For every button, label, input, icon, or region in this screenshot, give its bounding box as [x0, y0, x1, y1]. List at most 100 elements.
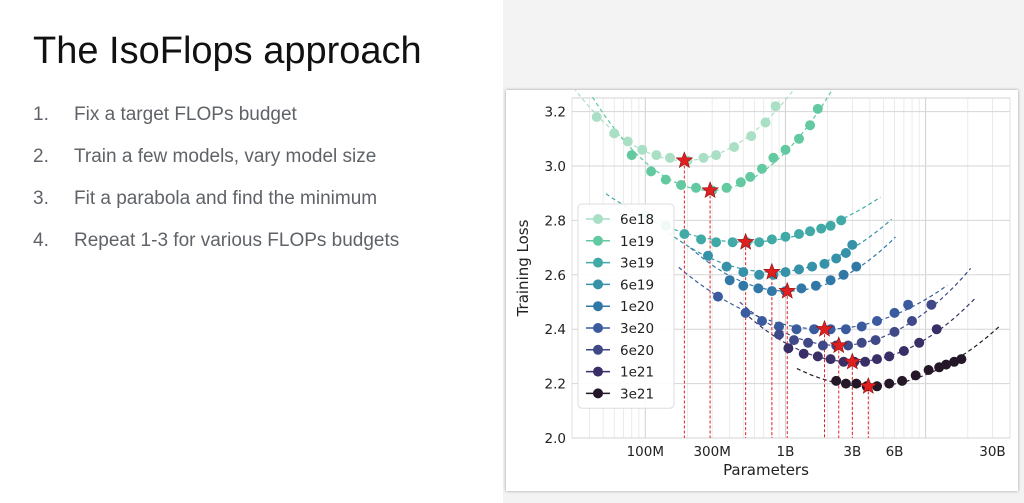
- data-point-6e18: [591, 112, 602, 122]
- data-point-1e20: [851, 261, 862, 272]
- chart-card: 2.0 2.2 2.4 2.6 2.8 3.0 3.2 100M 300M 1B 3B 6B 30B 6…: [506, 44, 1018, 491]
- step-number: 2.: [33, 146, 49, 167]
- data-point-6e18: [760, 117, 771, 128]
- y-tick-label: 2.2: [545, 377, 566, 393]
- legend-label-3e20: 3e20: [620, 321, 654, 337]
- data-point-1e21: [898, 346, 909, 356]
- legend-label-6e19: 6e19: [620, 277, 654, 293]
- data-point-1e19: [757, 163, 767, 174]
- data-point-1e21: [872, 354, 882, 365]
- data-point-3e19: [696, 234, 707, 245]
- data-point-6e19: [819, 258, 830, 269]
- data-point-3e21: [956, 354, 967, 365]
- data-point-6e18: [609, 128, 620, 139]
- step-text: Fix a target FLOPs budget: [74, 104, 297, 125]
- step-number: 3.: [33, 188, 49, 209]
- data-point-1e19: [626, 150, 637, 161]
- data-point-6e20: [889, 326, 900, 337]
- isoflops-chart: 2.0 2.2 2.4 2.6 2.8 3.0 3.2 100M 300M 1B 3B 6B 30B 6…: [514, 44, 1011, 479]
- legend-marker-1e20: [593, 301, 603, 312]
- data-point-6e20: [843, 340, 854, 351]
- optimum-star-3e21: [859, 376, 878, 394]
- step-text: Repeat 1-3 for various FLOPs budgets: [74, 230, 400, 251]
- legend-box: [577, 203, 675, 409]
- data-point-1e19: [812, 103, 823, 114]
- y-tick-label: 2.4: [545, 322, 566, 338]
- slide-title: The IsoFlops approach: [33, 30, 422, 72]
- data-point-1e20: [796, 283, 807, 294]
- step-text: Train a few models, vary model size: [74, 146, 377, 167]
- data-point-6e18: [698, 152, 709, 163]
- legend-label-3e19: 3e19: [620, 256, 654, 272]
- legend-label-1e20: 1e20: [620, 299, 654, 315]
- data-point-3e19: [711, 237, 722, 248]
- data-point-6e19: [831, 253, 842, 264]
- data-point-6e19: [794, 264, 804, 275]
- data-point-1e19: [660, 174, 671, 185]
- data-point-1e19: [780, 144, 791, 155]
- data-point-3e20: [791, 324, 802, 335]
- data-point-6e18: [637, 144, 648, 155]
- data-point-3e20: [872, 316, 882, 326]
- data-point-3e19: [836, 215, 847, 226]
- data-point-1e19: [768, 152, 779, 163]
- data-point-6e20: [926, 299, 937, 310]
- y-axis-label: Training Loss: [514, 219, 532, 317]
- data-point-6e18: [729, 142, 740, 152]
- data-point-6e18: [665, 152, 675, 163]
- data-point-3e21: [840, 378, 851, 389]
- legend-marker-1e21: [593, 366, 603, 377]
- optimum-star-6e18: [675, 151, 694, 169]
- data-point-6e20: [907, 316, 917, 326]
- data-point-3e19: [766, 234, 777, 245]
- data-point-1e21: [812, 351, 823, 362]
- data-point-3e19: [780, 231, 791, 242]
- tick-label-layer: 2.0 2.2 2.4 2.6 2.8 3.0 3.2 100M 300M 1B 3B 6B 30B: [545, 105, 1006, 460]
- data-point-3e21: [941, 359, 952, 370]
- data-point-1e21: [884, 351, 895, 362]
- data-point-6e19: [721, 261, 732, 272]
- data-point-1e21: [798, 348, 809, 359]
- y-tick-label: 3.2: [545, 105, 566, 121]
- data-point-6e19: [703, 250, 713, 261]
- step-number: 1.: [33, 104, 49, 125]
- data-point-1e21: [783, 343, 794, 354]
- data-point-6e20: [870, 335, 881, 346]
- x-tick-label: 1B: [777, 444, 795, 460]
- data-point-1e21: [825, 354, 836, 365]
- data-point-1e20: [724, 275, 735, 286]
- data-point-3e20: [889, 307, 900, 318]
- x-tick-label: 300M: [693, 444, 730, 460]
- data-point-3e19: [679, 229, 690, 239]
- legend-label-1e21: 1e21: [620, 365, 654, 381]
- data-point-1e21: [860, 356, 871, 367]
- data-point-6e19: [840, 248, 851, 258]
- legend-marker-6e18: [593, 214, 603, 224]
- fit-curve-6e18: [556, 59, 816, 162]
- legend-label-6e20: 6e20: [620, 343, 654, 359]
- data-point-3e21: [884, 378, 895, 389]
- step-text: Fit a parabola and find the minimum: [74, 188, 378, 209]
- data-point-3e19: [816, 223, 827, 234]
- x-tick-label: 100M: [627, 444, 664, 460]
- data-point-3e19: [727, 237, 738, 248]
- data-point-3e20: [840, 324, 851, 335]
- data-point-1e19: [805, 120, 816, 131]
- optimum-star-3e19: [736, 232, 755, 250]
- data-point-6e19: [780, 267, 791, 278]
- data-point-1e19: [745, 171, 756, 182]
- y-tick-label: 2.8: [545, 213, 566, 229]
- data-point-1e19: [721, 182, 732, 193]
- data-point-1e19: [646, 166, 657, 177]
- legend-marker-6e20: [593, 344, 603, 355]
- data-point-1e20: [810, 280, 821, 291]
- x-tick-label: 3B: [843, 444, 861, 460]
- data-point-6e20: [774, 329, 784, 340]
- data-point-3e21: [910, 370, 921, 381]
- data-point-3e20: [757, 316, 767, 326]
- data-point-6e18: [711, 150, 722, 161]
- optimum-star-layer: [675, 151, 878, 394]
- fit-curve-1e20: [690, 236, 896, 292]
- data-point-6e18: [746, 131, 757, 142]
- data-point-1e20: [753, 283, 764, 294]
